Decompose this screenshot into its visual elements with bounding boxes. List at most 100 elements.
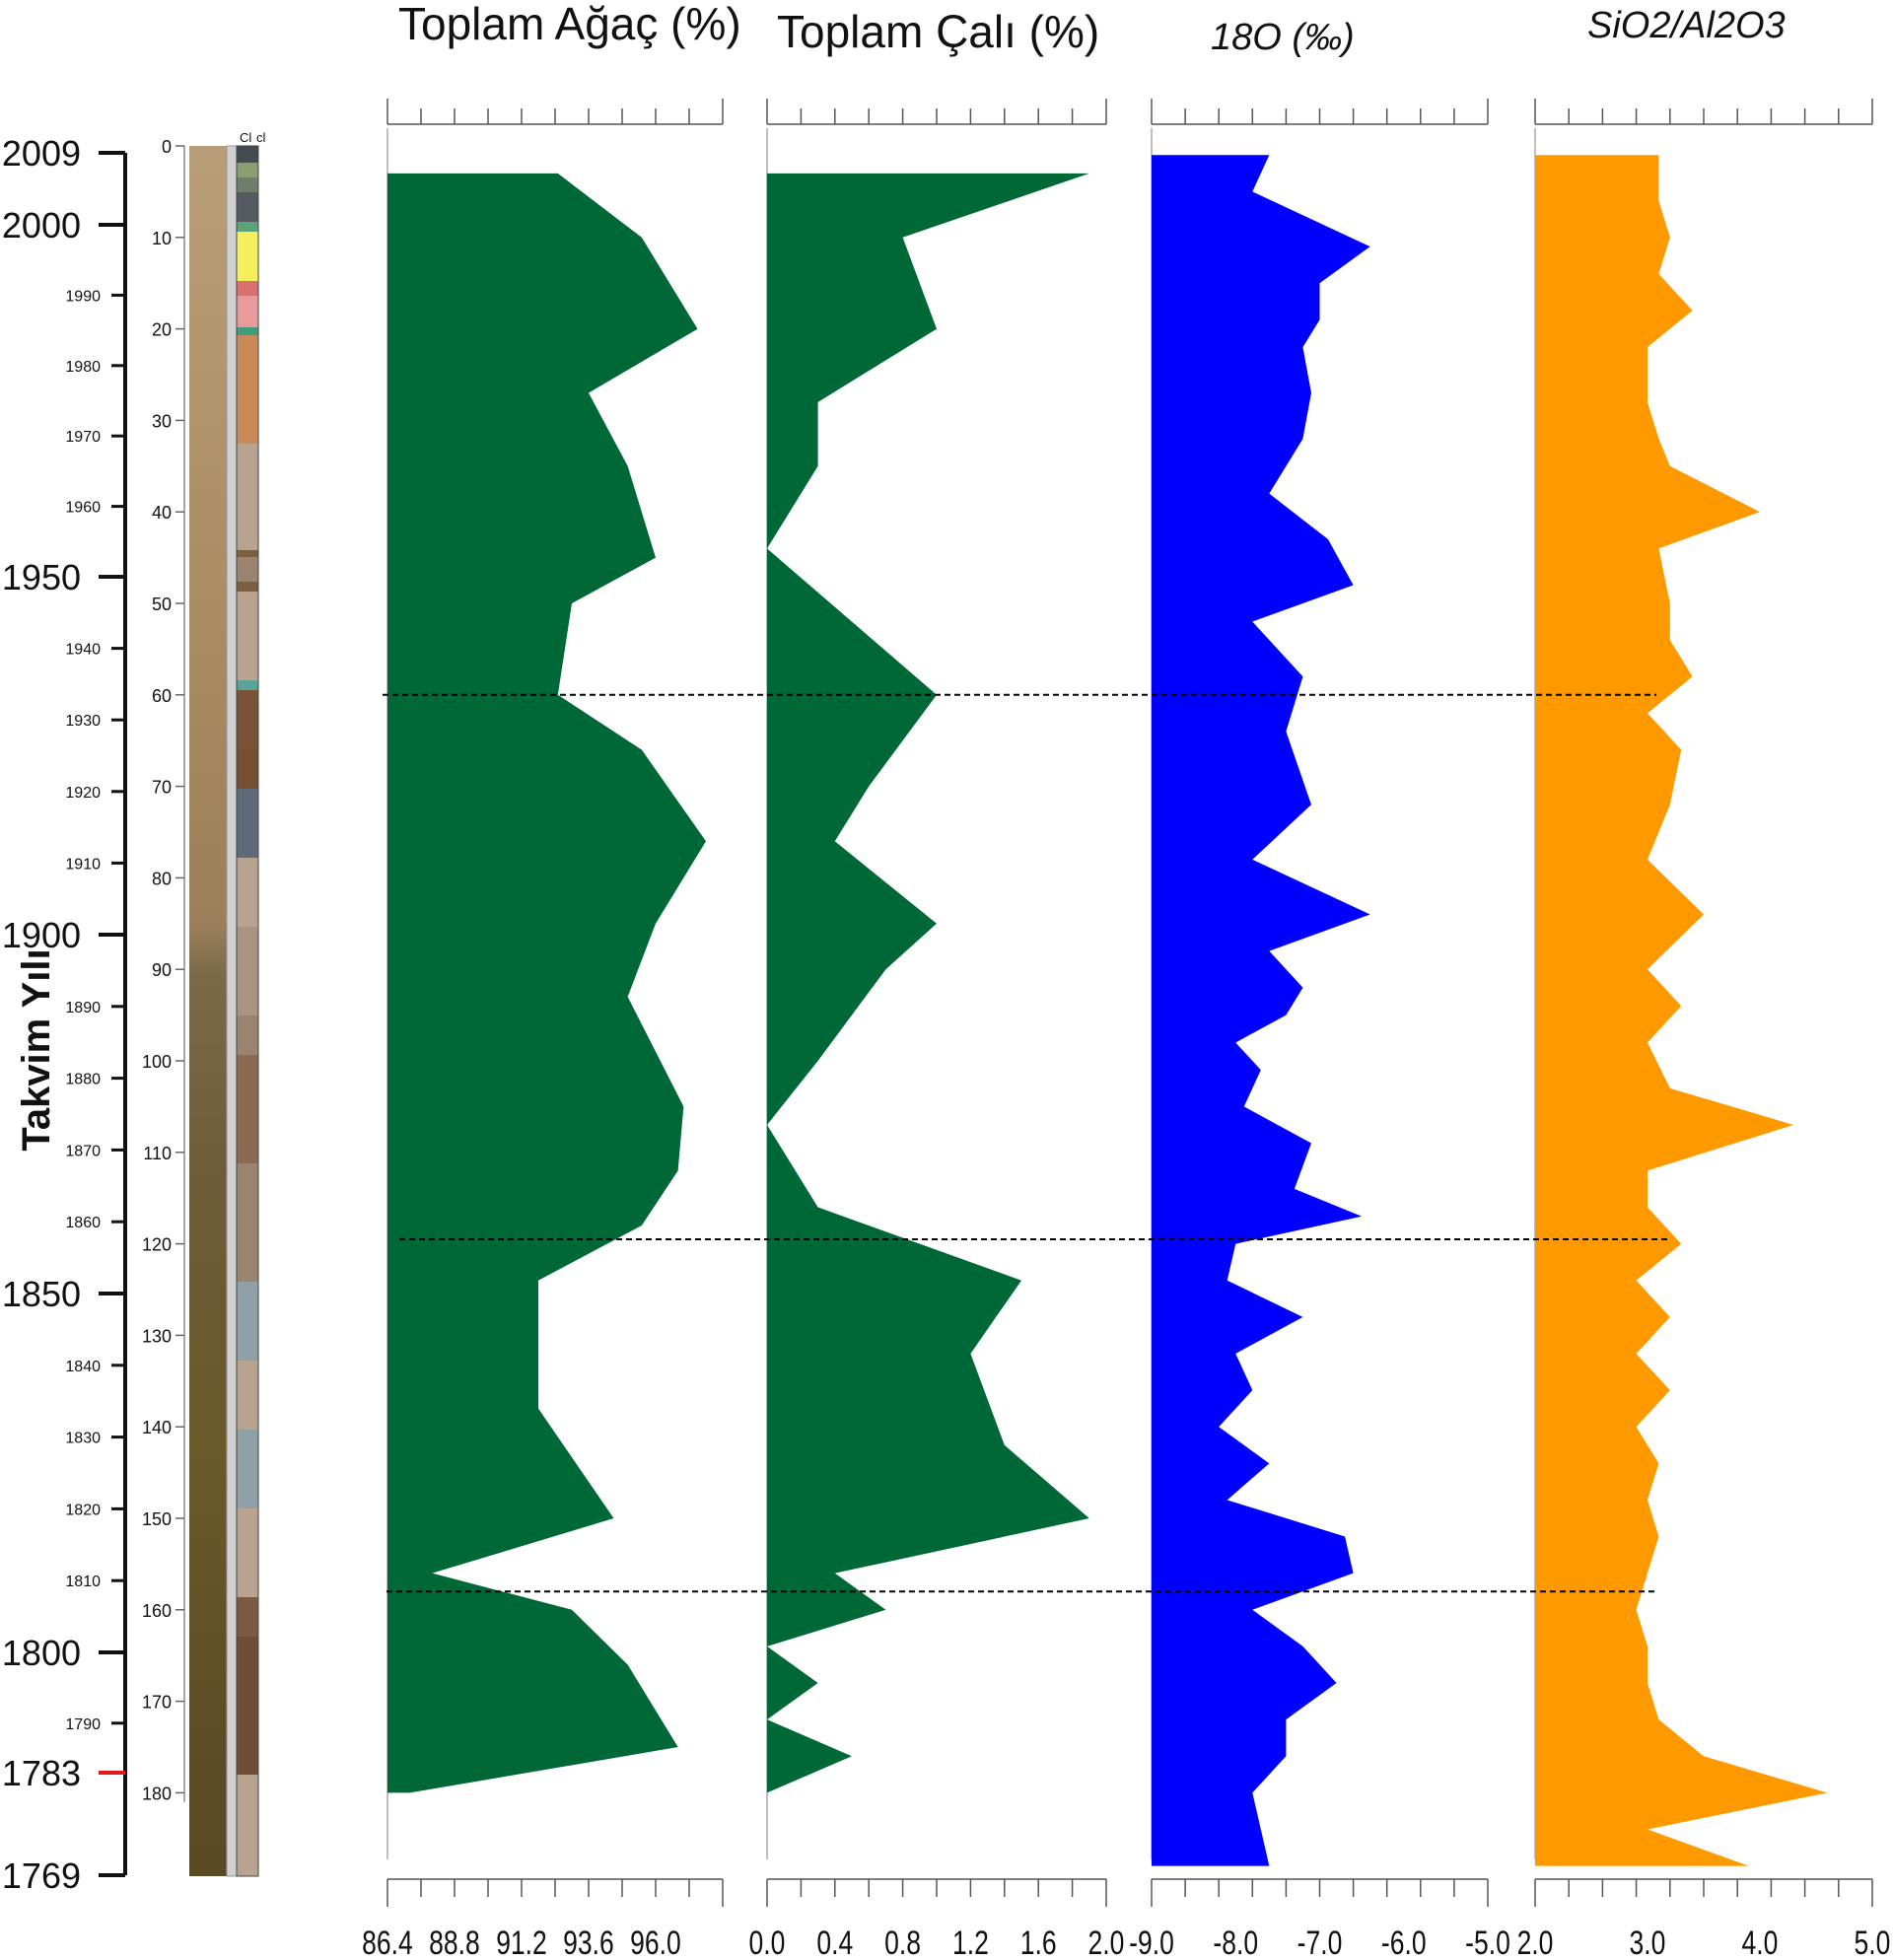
bottom-tick-label: -6.0 <box>1381 1925 1427 1960</box>
core-photo <box>189 146 227 1876</box>
litho-layer <box>237 730 258 749</box>
bottom-tick-label: 93.6 <box>563 1925 614 1960</box>
chart-panel: 18O (‰) -9.0 -8.0 -7.0 -6.0 -5.0 <box>1129 17 1510 1960</box>
litho-layer <box>237 1282 258 1361</box>
depth-tick-label: 70 <box>152 778 172 798</box>
depth-tick-label: 150 <box>142 1509 172 1529</box>
year-major-label: 1769 <box>2 1855 81 1896</box>
litho-layer <box>237 1361 258 1430</box>
litho-layer <box>237 557 258 582</box>
litho-layer <box>237 818 258 858</box>
year-major-label: 2009 <box>2 133 81 174</box>
year-minor-label: 1990 <box>65 288 101 305</box>
depth-tick-label: 0 <box>162 137 172 157</box>
bottom-tick-label: 0.0 <box>749 1925 786 1960</box>
litho-layer <box>237 222 258 232</box>
core-header-label: cl <box>256 130 266 145</box>
year-minor-label: 1870 <box>65 1143 101 1159</box>
year-minor-label: 1940 <box>65 642 101 659</box>
litho-layer <box>237 146 258 163</box>
depth-tick-label: 100 <box>142 1052 172 1072</box>
year-minor-label: 1910 <box>65 856 101 873</box>
litho-layer <box>237 163 258 177</box>
chart-panel: Toplam Ağaç (%) 86.4 88.8 91.2 93.6 96.0 <box>362 0 741 1960</box>
depth-tick-label: 170 <box>142 1693 172 1713</box>
bottom-tick-label: 88.8 <box>429 1925 480 1960</box>
litho-layer <box>237 281 258 296</box>
bottom-tick-label: -5.0 <box>1465 1925 1510 1960</box>
depth-tick-label: 180 <box>142 1784 172 1803</box>
year-minor-label: 1790 <box>65 1716 101 1733</box>
area-series <box>1535 155 1828 1866</box>
litho-layer <box>237 1015 258 1055</box>
bottom-tick-label: 91.2 <box>496 1925 547 1960</box>
depth-tick-label: 40 <box>152 503 172 523</box>
area-series <box>767 173 1089 1793</box>
litho-layer <box>237 314 258 327</box>
panel-title: SiO2/Al2O3 <box>1587 5 1786 46</box>
bottom-tick-label: -9.0 <box>1129 1925 1174 1960</box>
litho-layer <box>237 232 258 261</box>
litho-layer <box>237 789 258 818</box>
year-major-label: 1783 <box>2 1753 81 1793</box>
litho-layer <box>237 192 258 222</box>
depth-tick-label: 10 <box>152 229 172 248</box>
litho-frame <box>236 145 259 1877</box>
litho-layer <box>237 550 258 557</box>
area-series <box>1152 155 1370 1866</box>
litho-layer <box>237 414 258 444</box>
litho-layer <box>237 1055 258 1124</box>
year-minor-label: 1970 <box>65 429 101 446</box>
sediment-core-column: Cl cl <box>189 130 266 1877</box>
core-header-label: Cl <box>240 130 251 145</box>
year-major-label: 1850 <box>2 1274 81 1314</box>
litho-layer <box>237 444 258 550</box>
litho-layer <box>237 927 258 1015</box>
bottom-tick-label: 2.0 <box>1517 1925 1554 1960</box>
year-major-label: 1900 <box>2 915 81 955</box>
panel-title: Toplam Ağaç (%) <box>398 0 741 49</box>
litho-layer <box>237 1637 258 1735</box>
zone-boundary-lines <box>383 693 1671 1593</box>
bottom-tick-label: 3.0 <box>1630 1925 1666 1960</box>
depth-tick-label: 80 <box>152 869 172 888</box>
depth-tick-label: 20 <box>152 320 172 340</box>
bottom-tick-label: 5.0 <box>1855 1925 1891 1960</box>
bottom-tick-label: 4.0 <box>1742 1925 1779 1960</box>
chart-panel: Toplam Çalı (%) 0.0 0.4 0.8 1.2 1.6 2.0 <box>749 6 1125 1960</box>
litho-layer <box>237 1508 258 1597</box>
litho-layer <box>237 261 258 281</box>
year-minor-label: 1860 <box>65 1215 101 1231</box>
core-separator <box>226 145 238 1877</box>
bottom-tick-label: 96.0 <box>630 1925 681 1960</box>
litho-layer <box>237 592 258 680</box>
year-axis-title: Takvim Yılı <box>15 948 58 1151</box>
litho-layer <box>237 1597 258 1637</box>
litho-layer <box>237 1735 258 1775</box>
depth-axis: 0 10 20 30 40 50 60 70 80 90 100 110 120 130 140 150 160… <box>142 137 185 1803</box>
litho-layer <box>237 296 258 314</box>
year-minor-label: 1920 <box>65 785 101 802</box>
year-minor-label: 1890 <box>65 1000 101 1016</box>
year-minor-label: 1840 <box>65 1359 101 1375</box>
panel-title: Toplam Çalı (%) <box>777 6 1099 57</box>
depth-tick-label: 120 <box>142 1235 172 1255</box>
bottom-tick-label: 1.2 <box>952 1925 989 1960</box>
depth-tick-label: 160 <box>142 1601 172 1621</box>
depth-tick-label: 110 <box>143 1144 172 1163</box>
bottom-tick-label: 2.0 <box>1088 1925 1125 1960</box>
depth-tick-label: 90 <box>152 960 172 980</box>
bottom-tick-label: 0.8 <box>884 1925 921 1960</box>
litho-layer <box>237 749 258 789</box>
litho-layer <box>237 1163 258 1282</box>
year-minor-label: 1930 <box>65 713 101 730</box>
bottom-tick-label: -8.0 <box>1213 1925 1258 1960</box>
year-minor-label: 1820 <box>65 1502 101 1518</box>
depth-tick-label: 50 <box>152 595 172 614</box>
depth-tick-label: 130 <box>142 1326 172 1346</box>
bottom-tick-label: -7.0 <box>1297 1925 1343 1960</box>
year-minor-label: 1810 <box>65 1574 101 1590</box>
year-major-label: 1800 <box>2 1633 81 1673</box>
bottom-tick-label: 86.4 <box>362 1925 413 1960</box>
